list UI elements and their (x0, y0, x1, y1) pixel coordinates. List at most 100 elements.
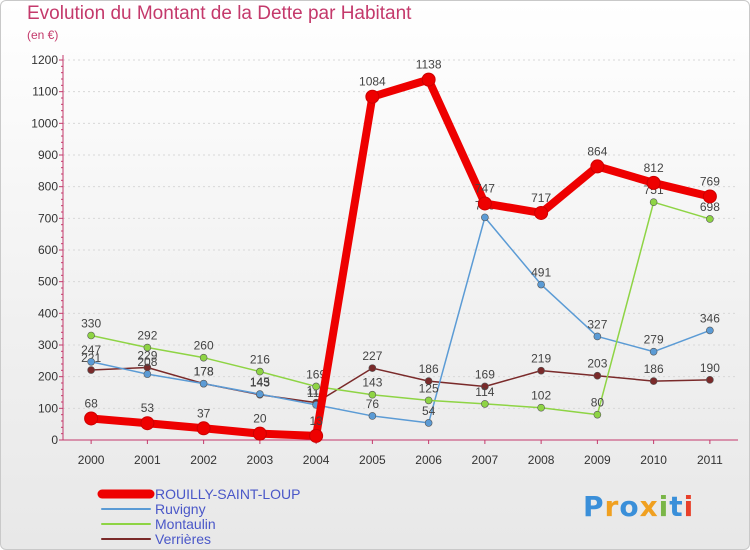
data-label: 203 (587, 357, 607, 371)
data-point (424, 377, 433, 385)
data-label: 143 (362, 376, 382, 390)
y-tick-label: 300 (38, 338, 58, 352)
legend-label: Montaulin (155, 516, 216, 532)
data-point (646, 175, 661, 190)
data-label: 13 (309, 414, 323, 428)
data-label: 125 (419, 381, 439, 395)
data-point (590, 159, 605, 174)
logo-letter: i (658, 490, 670, 523)
data-label: 260 (194, 339, 214, 353)
data-label: 327 (587, 317, 607, 331)
y-tick-label: 500 (38, 275, 58, 289)
data-point (534, 205, 549, 220)
y-tick-label: 1200 (31, 53, 58, 67)
x-tick-label: 2001 (134, 453, 161, 467)
data-point (252, 426, 267, 441)
y-tick-label: 0 (51, 433, 58, 447)
data-label: 216 (250, 353, 270, 367)
chart-title: Evolution du Montant de la Dette par Hab… (27, 3, 412, 24)
data-label: 190 (700, 361, 720, 375)
data-label: 53 (141, 401, 155, 415)
data-label: 330 (81, 317, 101, 331)
data-label: 37 (197, 406, 211, 420)
y-tick-label: 800 (38, 180, 58, 194)
y-tick-label: 400 (38, 306, 58, 320)
data-point (256, 367, 264, 376)
data-point (537, 403, 545, 412)
data-label: 186 (419, 362, 439, 376)
data-point (368, 364, 377, 372)
y-tick-label: 700 (38, 211, 58, 225)
data-label: 208 (137, 355, 157, 369)
series-line (87, 75, 714, 440)
chart-unit: (en €) (27, 28, 59, 42)
data-label: 54 (422, 404, 436, 418)
data-label: 229 (137, 348, 157, 362)
y-tick-label: 100 (38, 401, 58, 415)
data-label: 20 (253, 412, 267, 426)
data-point (649, 347, 658, 356)
y-tick-label: 1100 (32, 85, 58, 99)
data-label: 747 (475, 181, 495, 195)
data-label: 76 (366, 397, 380, 411)
data-label: 1138 (416, 58, 442, 72)
data-label: 292 (137, 329, 157, 343)
data-point (84, 411, 99, 426)
data-label: 769 (700, 174, 720, 188)
logo-letter: x (639, 490, 659, 523)
data-label: 80 (591, 396, 605, 410)
data-label: 247 (81, 343, 101, 357)
data-point (537, 366, 545, 375)
data-label: 102 (531, 389, 551, 403)
data-label: 864 (587, 144, 607, 158)
data-point (706, 326, 714, 335)
data-point (481, 400, 489, 408)
x-tick-label: 2007 (472, 453, 499, 467)
data-label: 491 (531, 266, 551, 280)
data-label: 143 (250, 376, 270, 390)
data-point (706, 215, 714, 223)
data-label: 169 (306, 367, 326, 381)
data-label: 717 (531, 191, 551, 205)
x-tick-label: 2009 (584, 453, 611, 467)
data-point (256, 390, 264, 398)
data-point (365, 89, 380, 104)
data-label: 812 (644, 161, 664, 175)
data-label: 279 (644, 333, 664, 347)
data-point (537, 280, 545, 289)
data-point (593, 332, 602, 341)
data-point (199, 353, 208, 362)
logo-letter: i (683, 490, 695, 523)
data-point (309, 428, 324, 443)
data-label: 68 (84, 396, 98, 410)
data-point (424, 396, 433, 405)
data-label: 178 (194, 365, 214, 379)
data-point (368, 412, 377, 420)
data-label: 145 (250, 375, 270, 389)
series-line (90, 216, 711, 424)
data-point (481, 382, 489, 391)
logo-letter: P (583, 490, 605, 523)
x-tick-label: 2008 (528, 453, 555, 467)
data-label: 178 (194, 365, 214, 379)
data-label: 169 (475, 367, 495, 381)
data-label: 186 (644, 362, 664, 376)
data-point (593, 371, 602, 380)
data-point (143, 343, 152, 352)
data-point (368, 390, 377, 399)
data-point (312, 382, 320, 391)
data-point (649, 198, 658, 206)
logo-letter: r (604, 490, 620, 523)
logo-letter: t (669, 490, 684, 523)
data-point (424, 419, 433, 427)
logo-letter: o (619, 490, 640, 523)
x-tick-label: 2003 (247, 453, 274, 467)
data-label: 227 (362, 349, 382, 363)
data-label: 1084 (359, 75, 386, 89)
y-tick-label: 600 (38, 243, 58, 257)
data-point (481, 213, 489, 222)
data-label: 698 (700, 200, 720, 214)
x-tick-label: 2002 (190, 453, 217, 467)
y-tick-label: 900 (38, 148, 58, 162)
data-point (143, 370, 152, 378)
